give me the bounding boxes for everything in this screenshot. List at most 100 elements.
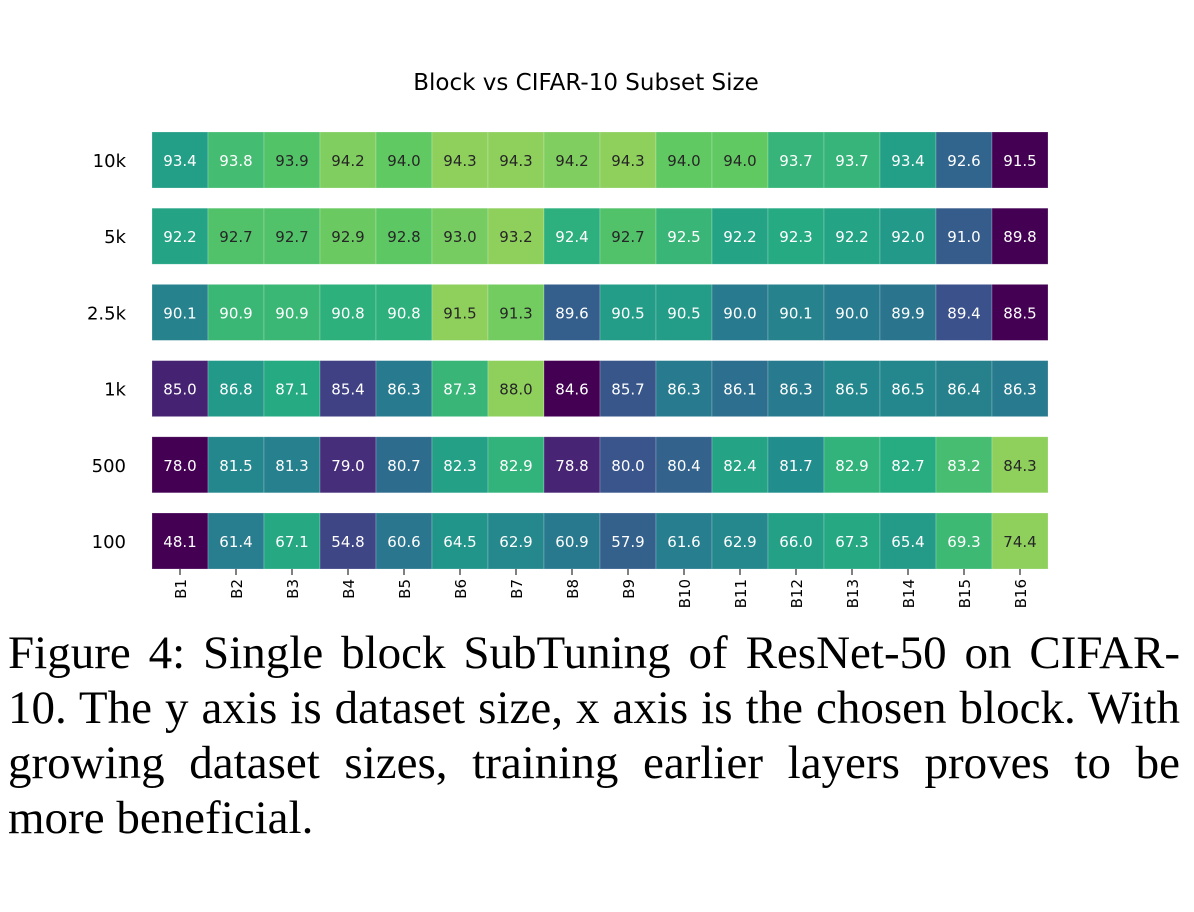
heatmap-cell <box>711 436 769 494</box>
heatmap-row: 90.1 90.9 90.9 90.8 90.8 91.5 91.3 89.6 90.5 90.5… <box>151 284 1049 341</box>
cell-value-label: 80.0 <box>611 457 644 475</box>
chart-title: Block vs CIFAR-10 Subset Size <box>413 70 759 96</box>
cell-value-label: 62.9 <box>499 533 532 551</box>
x-tick-label: B1 <box>172 579 190 599</box>
heatmap-cell <box>991 207 1049 265</box>
x-tick-label: B4 <box>340 579 358 599</box>
heatmap-cell <box>599 207 657 265</box>
heatmap-cell <box>823 207 881 265</box>
cell-value-label: 61.4 <box>219 533 252 551</box>
cell-value-label: 92.7 <box>275 228 308 246</box>
cell-value-label: 93.7 <box>779 152 812 170</box>
heatmap-cell <box>655 436 713 494</box>
cell-value-label: 94.2 <box>331 152 364 170</box>
heatmap-cell <box>431 131 489 189</box>
cell-value-label: 86.5 <box>891 381 924 399</box>
heatmap-cell <box>711 284 769 341</box>
cell-value-label: 81.7 <box>779 457 812 475</box>
cell-value-label: 91.3 <box>499 304 532 322</box>
heatmap-cell <box>991 360 1049 417</box>
cell-value-label: 86.3 <box>387 381 420 399</box>
cell-value-label: 93.4 <box>891 152 924 170</box>
cell-value-label: 86.3 <box>779 381 812 399</box>
cell-value-label: 86.3 <box>667 381 700 399</box>
heatmap-cell <box>655 284 713 341</box>
heatmap-cell <box>487 360 545 417</box>
cell-value-label: 60.9 <box>555 533 588 551</box>
cell-value-label: 94.2 <box>555 152 588 170</box>
cell-value-label: 82.9 <box>499 457 532 475</box>
cell-value-label: 69.3 <box>947 533 980 551</box>
heatmap-cell <box>151 207 209 265</box>
y-tick-label: 10k <box>93 151 127 172</box>
heatmap-cell <box>879 360 937 417</box>
heatmap-row: 85.0 86.8 87.1 85.4 86.3 87.3 88.0 84.6 85.7 86.3… <box>151 360 1049 417</box>
heatmap-cell <box>711 207 769 265</box>
heatmap-cell <box>319 207 377 265</box>
heatmap-cell <box>711 360 769 417</box>
cell-value-label: 54.8 <box>331 533 364 551</box>
cell-value-label: 81.3 <box>275 457 308 475</box>
cell-value-label: 94.3 <box>499 152 532 170</box>
cell-value-label: 86.1 <box>723 381 756 399</box>
heatmap-cell <box>207 207 265 265</box>
cell-value-label: 93.4 <box>163 152 196 170</box>
heatmap-cell <box>151 512 209 570</box>
cell-value-label: 57.9 <box>611 533 644 551</box>
heatmap-cell <box>207 360 265 417</box>
heatmap-cell <box>599 360 657 417</box>
x-tick-label: B16 <box>1012 579 1030 608</box>
cell-value-label: 78.8 <box>555 457 588 475</box>
cell-value-label: 91.5 <box>1003 152 1036 170</box>
heatmap-cell <box>823 360 881 417</box>
heatmap-chart: Block vs CIFAR-10 Subset Size 93.4 93.8 93… <box>87 70 1049 608</box>
cell-value-label: 89.4 <box>947 304 980 322</box>
cell-value-label: 92.5 <box>667 228 700 246</box>
heatmap-cell <box>543 284 601 341</box>
figure-caption: Figure 4: Single block SubTuning of ResN… <box>8 627 1180 844</box>
heatmap-cell <box>935 436 993 494</box>
cell-value-label: 78.0 <box>163 457 196 475</box>
cell-value-label: 74.4 <box>1003 533 1036 551</box>
cell-value-label: 86.8 <box>219 381 252 399</box>
heatmap-cell <box>991 512 1049 570</box>
heatmap-cell <box>935 284 993 341</box>
heatmap-cell <box>375 284 433 341</box>
cell-value-label: 61.6 <box>667 533 700 551</box>
heatmap-cell <box>319 512 377 570</box>
cell-value-label: 48.1 <box>163 533 196 551</box>
heatmap-cell <box>263 207 321 265</box>
cell-value-label: 92.4 <box>555 228 588 246</box>
heatmap-cell <box>767 436 825 494</box>
heatmap-cell <box>151 131 209 189</box>
heatmap-cell <box>823 284 881 341</box>
cell-value-label: 92.6 <box>947 152 980 170</box>
heatmap-cell <box>487 207 545 265</box>
cell-value-label: 93.8 <box>219 152 252 170</box>
y-tick-label: 500 <box>92 456 126 477</box>
heatmap-cell <box>375 436 433 494</box>
heatmap-cell <box>991 436 1049 494</box>
x-tick-label: B7 <box>508 579 526 599</box>
y-tick-label: 1k <box>104 380 126 401</box>
cell-value-label: 86.4 <box>947 381 980 399</box>
x-tick-label: B14 <box>900 579 918 608</box>
y-tick-label: 100 <box>92 532 126 553</box>
cell-value-label: 90.5 <box>611 304 644 322</box>
cell-value-label: 93.9 <box>275 152 308 170</box>
heatmap-cell <box>543 512 601 570</box>
cell-value-label: 65.4 <box>891 533 924 551</box>
heatmap-cell <box>207 436 265 494</box>
heatmap-rows: 93.4 93.8 93.9 94.2 94.0 94.3 94.3 94.2 94.3 94.0… <box>151 131 1049 570</box>
cell-value-label: 90.9 <box>219 304 252 322</box>
cell-value-label: 87.3 <box>443 381 476 399</box>
cell-value-label: 88.0 <box>499 381 532 399</box>
cell-value-label: 82.7 <box>891 457 924 475</box>
cell-value-label: 90.1 <box>779 304 812 322</box>
heatmap-cell <box>375 512 433 570</box>
heatmap-cell <box>991 284 1049 341</box>
cell-value-label: 93.7 <box>835 152 868 170</box>
heatmap-cell <box>767 360 825 417</box>
cell-value-label: 84.3 <box>1003 457 1036 475</box>
cell-value-label: 88.5 <box>1003 304 1036 322</box>
